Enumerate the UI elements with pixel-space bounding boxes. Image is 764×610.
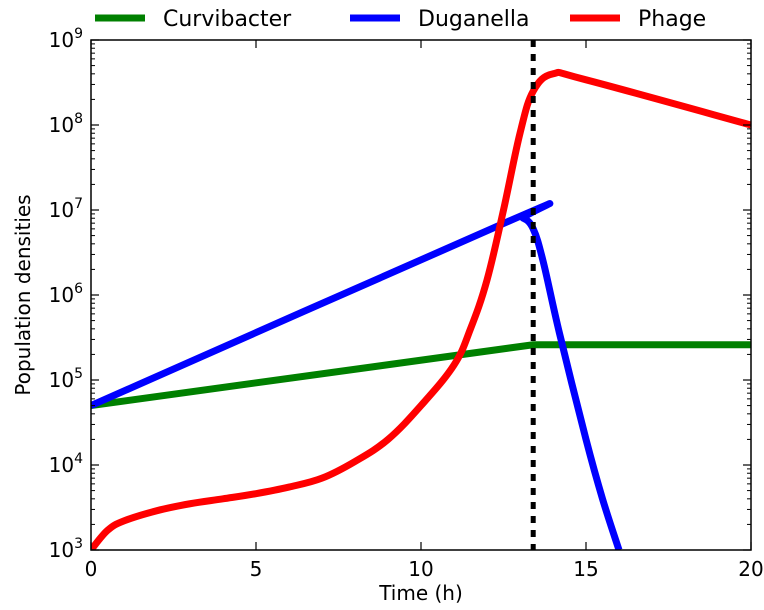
series-line-phage bbox=[91, 68, 751, 550]
x-tick-label: 15 bbox=[573, 557, 598, 581]
x-axis-label: Time (h) bbox=[378, 581, 463, 605]
y-tick-label: 109 bbox=[49, 26, 83, 52]
axes: 0 5 10 15 20 103 104 105 106 107 108 109 bbox=[49, 26, 764, 581]
legend: Curvibacter Duganella Phage bbox=[95, 7, 706, 32]
y-axis-label: Population densities bbox=[11, 194, 35, 395]
plot-frame bbox=[90, 39, 752, 551]
y-tick-label: 108 bbox=[49, 111, 83, 137]
y-tick-label: 106 bbox=[49, 281, 83, 307]
series-line-curvibacter bbox=[91, 341, 751, 410]
series-group bbox=[91, 68, 751, 550]
x-tick-label: 0 bbox=[85, 557, 98, 581]
y-tick-label: 103 bbox=[49, 536, 83, 562]
x-tick-label: 5 bbox=[250, 557, 263, 581]
x-tick-label: 20 bbox=[738, 557, 763, 581]
legend-label-duganella: Duganella bbox=[418, 7, 530, 32]
y-tick-label: 107 bbox=[49, 196, 83, 222]
x-tick-label: 10 bbox=[408, 557, 433, 581]
legend-label-curvibacter: Curvibacter bbox=[163, 7, 292, 32]
y-tick-label: 105 bbox=[49, 366, 83, 392]
plot-area bbox=[91, 40, 751, 550]
series-line-duganella bbox=[91, 200, 623, 550]
legend-label-phage: Phage bbox=[638, 7, 706, 32]
y-tick-label: 104 bbox=[49, 451, 83, 477]
